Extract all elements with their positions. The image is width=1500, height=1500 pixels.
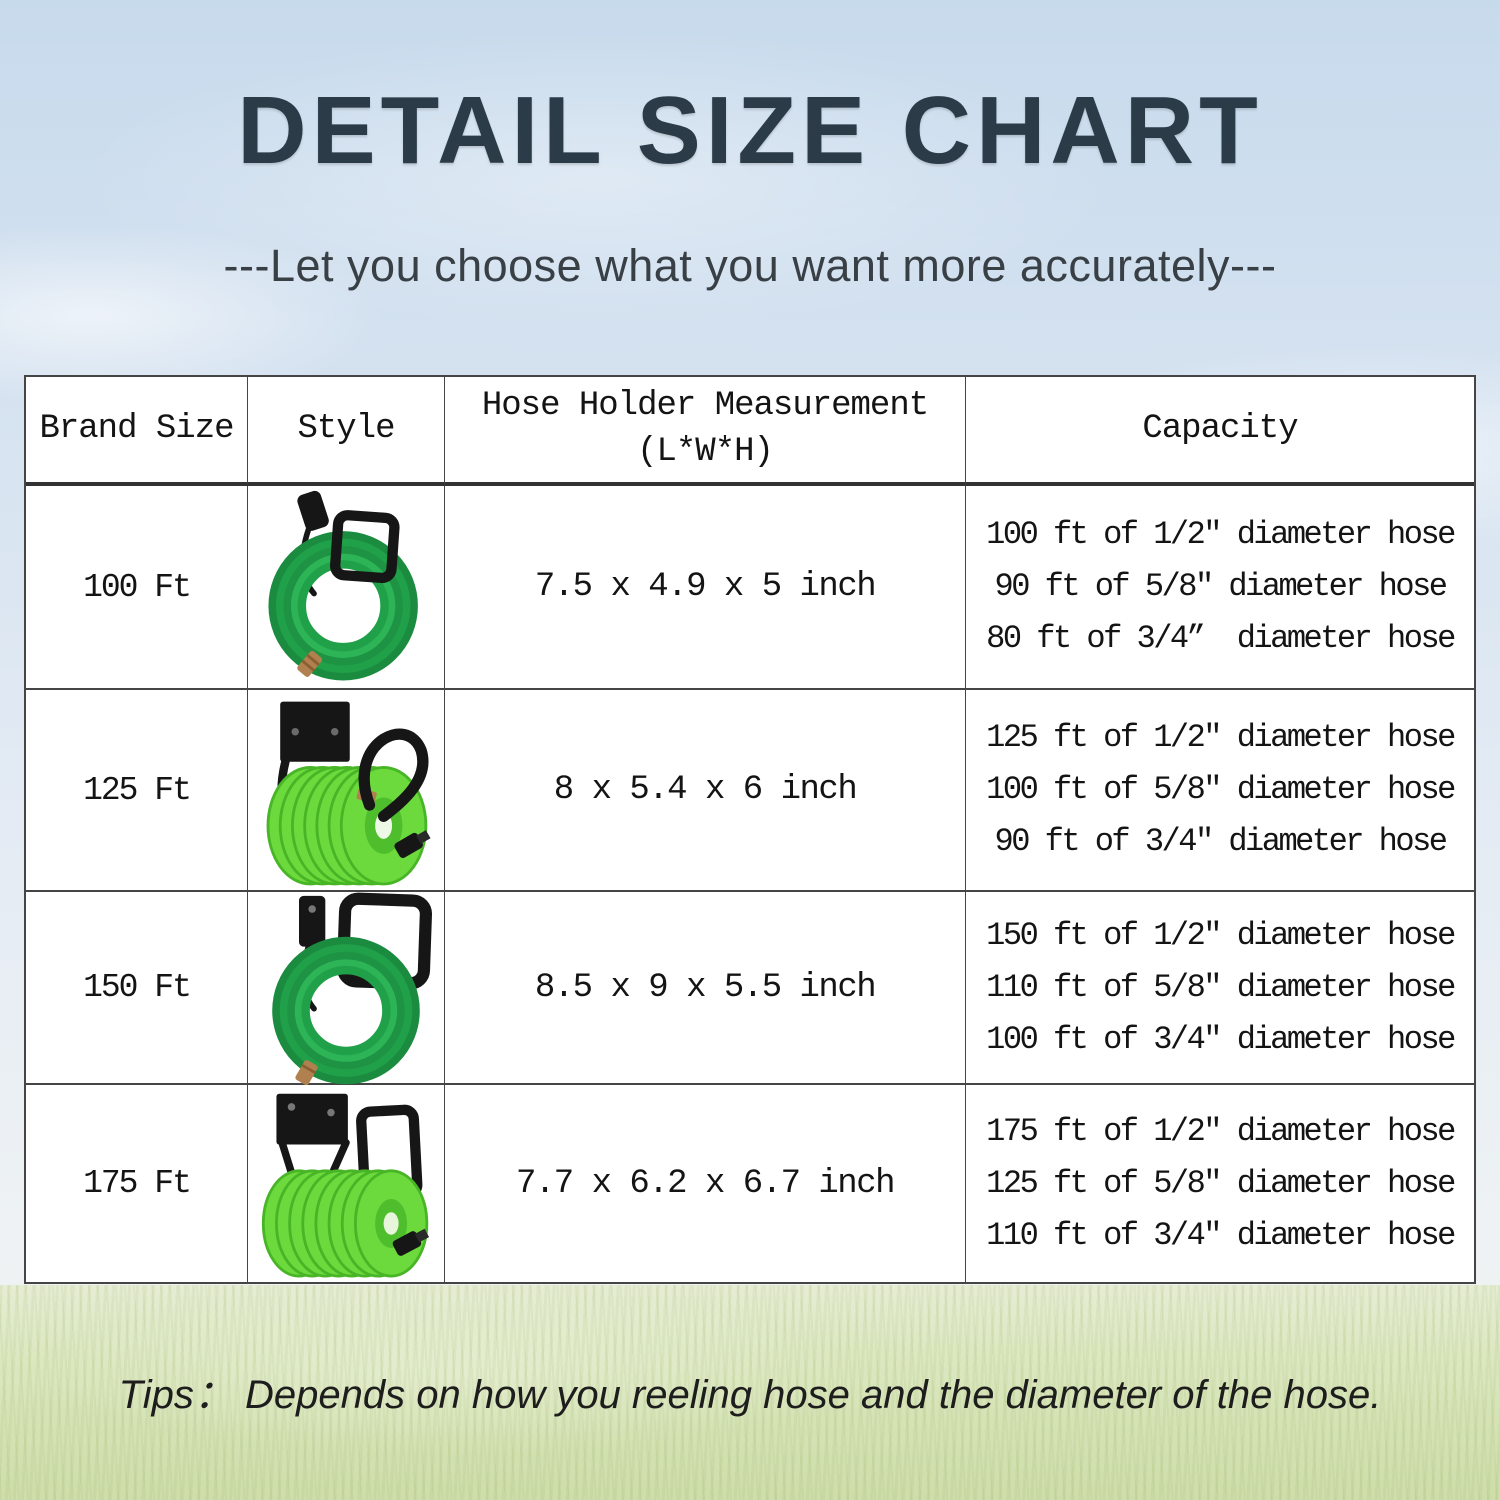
brand-size-175ft: 175 Ft [26, 1085, 248, 1282]
capacity-line: 80 ft of 3/4” diameter hose [986, 620, 1456, 657]
style-image-100ft [248, 486, 445, 690]
capacity-125ft: 125 ft of 1/2″ diameter hose 100 ft of 5… [966, 690, 1474, 892]
col-header-measurement-line2: (L*W*H) [637, 432, 774, 471]
grass-background [0, 1285, 1500, 1500]
capacity-line: 125 ft of 1/2″ diameter hose [986, 719, 1456, 756]
measurement-150ft: 8.5 x 9 x 5.5 inch [445, 892, 966, 1085]
style-image-150ft [248, 892, 445, 1085]
capacity-line: 100 ft of 1/2″ diameter hose [986, 516, 1456, 553]
capacity-line: 150 ft of 1/2″ diameter hose [986, 916, 1456, 954]
measurement-175ft: 7.7 x 6.2 x 6.7 inch [445, 1085, 966, 1282]
capacity-line: 175 ft of 1/2″ diameter hose [986, 1112, 1456, 1150]
hose-coil-square-hook-icon [268, 490, 418, 681]
hose-coil-curved-hook-icon [266, 701, 431, 886]
hose-coil-large-square-hook-icon [272, 892, 433, 1085]
capacity-175ft: 175 ft of 1/2″ diameter hose 125 ft of 5… [966, 1085, 1474, 1282]
hose-coil-wall-bracket-hook-icon [261, 1093, 430, 1278]
page-subtitle: ---Let you choose what you want more acc… [223, 240, 1277, 291]
col-header-style: Style [248, 377, 445, 486]
capacity-line: 90 ft of 5/8″ diameter hose [994, 568, 1448, 605]
style-image-175ft [248, 1085, 445, 1282]
col-header-measurement-line1: Hose Holder Measurement [481, 386, 929, 425]
page-title: DETAIL SIZE CHART [237, 77, 1263, 184]
capacity-line: 125 ft of 5/8″ diameter hose [986, 1164, 1456, 1202]
capacity-line: 90 ft of 3/4″ diameter hose [994, 823, 1448, 860]
style-image-125ft [248, 690, 445, 892]
measurement-100ft: 7.5 x 4.9 x 5 inch [445, 486, 966, 690]
capacity-line: 110 ft of 3/4″ diameter hose [986, 1216, 1456, 1254]
col-header-brand-size: Brand Size [26, 377, 248, 486]
size-chart-table: Brand Size Style Hose Holder Measurement… [24, 375, 1476, 1284]
capacity-100ft: 100 ft of 1/2″ diameter hose 90 ft of 5/… [966, 486, 1474, 690]
brand-size-150ft: 150 Ft [26, 892, 248, 1085]
capacity-line: 100 ft of 3/4″ diameter hose [986, 1020, 1456, 1058]
brand-size-125ft: 125 Ft [26, 690, 248, 892]
capacity-line: 110 ft of 5/8″ diameter hose [986, 968, 1456, 1006]
brand-size-100ft: 100 Ft [26, 486, 248, 690]
capacity-150ft: 150 ft of 1/2″ diameter hose 110 ft of 5… [966, 892, 1474, 1085]
capacity-line: 100 ft of 5/8″ diameter hose [986, 771, 1456, 808]
measurement-125ft: 8 x 5.4 x 6 inch [445, 690, 966, 892]
col-header-measurement: Hose Holder Measurement (L*W*H) [445, 377, 966, 486]
col-header-capacity: Capacity [966, 377, 1474, 486]
tips-note: Tips： Depends on how you reeling hose an… [118, 1373, 1382, 1417]
